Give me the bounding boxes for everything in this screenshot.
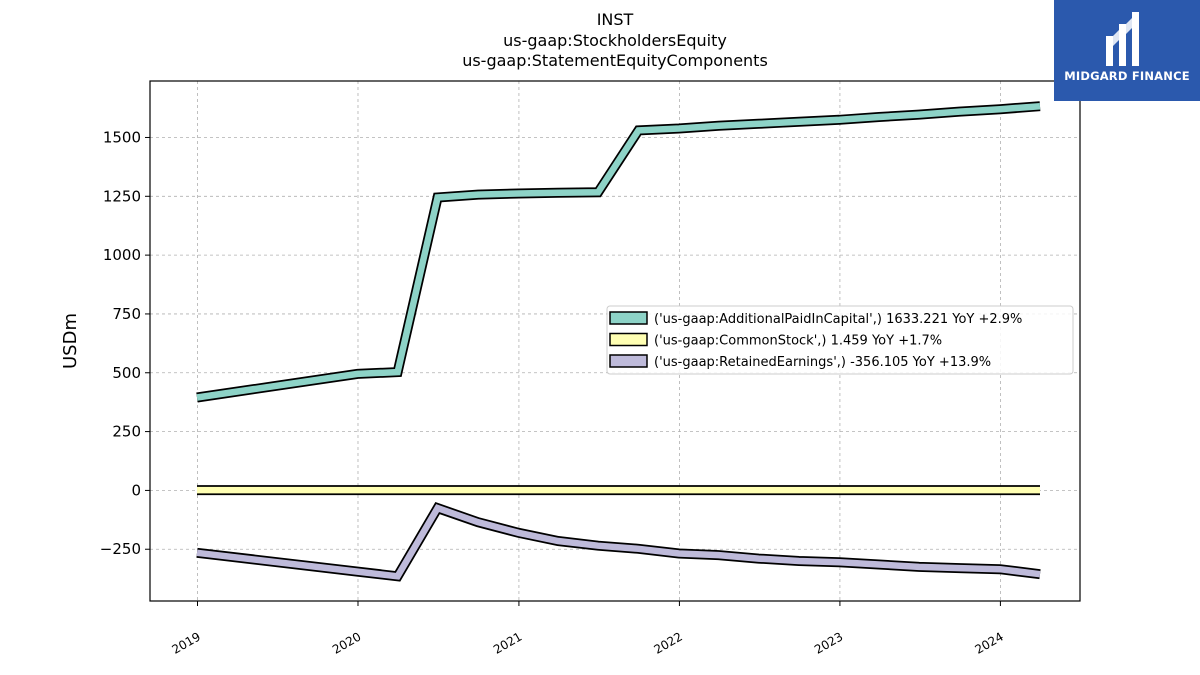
y-tick-label: 1500 <box>103 128 141 146</box>
x-tick-label: 2021 <box>491 629 524 656</box>
x-tick-label: 2022 <box>651 629 684 656</box>
legend-label-1: ('us-gaap:AdditionalPaidInCapital',) 163… <box>654 312 1022 327</box>
logo-mark-icon <box>1106 12 1139 66</box>
y-tick-label: −250 <box>100 540 141 558</box>
series-group <box>196 101 1041 582</box>
series-line-3 <box>196 504 1041 580</box>
y-tick-label: 1250 <box>103 187 141 205</box>
legend-swatch-2 <box>609 332 648 347</box>
legend: ('us-gaap:AdditionalPaidInCapital',) 163… <box>606 305 1074 375</box>
legend-swatch-1 <box>609 311 648 325</box>
x-tick-label: 2019 <box>170 629 203 656</box>
logo-text: MIDGARD FINANCE <box>1064 69 1190 83</box>
y-tick-label: 250 <box>112 423 141 441</box>
x-tick-label: 2023 <box>812 629 845 656</box>
legend-swatch-3 <box>609 354 648 368</box>
series-line-1 <box>196 102 1041 401</box>
y-tick-label: 1000 <box>103 246 141 264</box>
x-tick-label: 2020 <box>330 629 363 656</box>
chart-title-line-2: us-gaap:StockholdersEquity <box>503 30 727 50</box>
midgard-finance-logo: MIDGARD FINANCE <box>1054 0 1200 101</box>
y-tick-label: 500 <box>112 364 141 382</box>
legend-label-3: ('us-gaap:RetainedEarnings',) -356.105 Y… <box>654 355 991 370</box>
y-axis-label: USDm <box>60 313 81 369</box>
legend-label-2: ('us-gaap:CommonStock',) 1.459 YoY +1.7% <box>654 334 942 349</box>
chart-title-line-3: us-gaap:StatementEquityComponents <box>462 51 768 70</box>
y-tick-label: 0 <box>131 481 141 499</box>
y-tick-label: 750 <box>112 305 141 323</box>
chart-title: INST us-gaap:StockholdersEquity us-gaap:… <box>150 10 1080 72</box>
x-tick-label: 2024 <box>972 629 1005 656</box>
chart-title-line-1: INST <box>596 10 634 29</box>
plot-frame <box>149 80 1081 602</box>
legend-box <box>606 305 1074 375</box>
